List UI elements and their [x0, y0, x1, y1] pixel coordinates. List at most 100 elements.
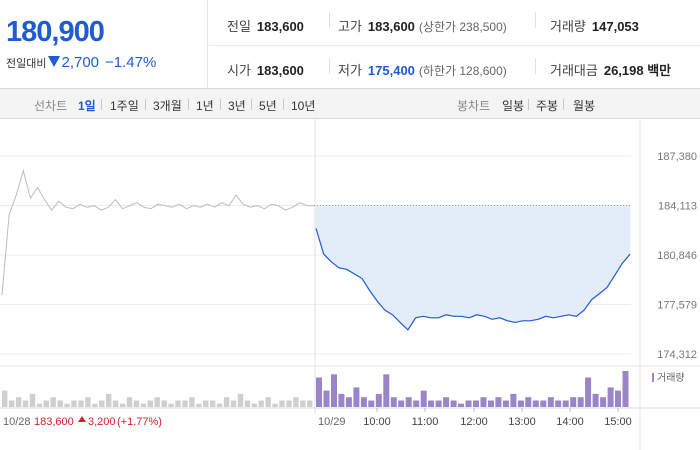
prev-close-stat: 전일 183,600 [227, 16, 304, 38]
change-percent: −1.47% [105, 54, 157, 71]
volume-bar [375, 393, 382, 407]
volume-bar [495, 397, 502, 407]
period-divider [563, 99, 564, 110]
low-stat: 저가 175,400 (하한가 128,600) [338, 60, 507, 82]
volume-bar [368, 400, 375, 407]
volume-bar [405, 397, 412, 407]
x-tick-label: 15:00 [604, 416, 632, 428]
stats-divider [209, 45, 700, 46]
x-tick-label: 14:00 [556, 416, 584, 428]
volume-value: 147,053 [591, 19, 639, 34]
volume-bar [517, 400, 524, 407]
volume-bar [307, 400, 313, 407]
volume-bar [293, 397, 299, 407]
volume-bar [502, 400, 509, 407]
stat-divider [329, 58, 330, 74]
volume-bar [525, 397, 532, 407]
volume-bar [106, 393, 112, 407]
volume-bar [182, 400, 188, 407]
period-1day-button[interactable]: 1일 [78, 99, 96, 113]
period-3year-button[interactable]: 3년 [228, 99, 246, 113]
chart-period-bar: 선차트 1일 1주일 3개월 1년 3년 5년 10년 봉차트 일봉 주봉 월봉 [0, 89, 700, 119]
volume-bar [258, 400, 264, 407]
period-1week-button[interactable]: 1주일 [110, 99, 139, 113]
volume-bar [99, 400, 105, 407]
x-axis-labels: 10:00 11:00 12:00 13:00 14:00 15:00 [363, 408, 632, 428]
volume-bar [64, 403, 70, 407]
volume-bar [540, 400, 547, 407]
monthly-candle-button[interactable]: 월봉 [573, 99, 596, 113]
volume-bar [119, 403, 126, 407]
volume-bar [265, 397, 271, 407]
today-line [315, 228, 631, 331]
stat-divider [535, 12, 536, 28]
volume-bar [300, 400, 306, 407]
volume-bar [22, 400, 29, 407]
low-label: 저가 [338, 63, 362, 78]
volume-legend-swatch [652, 373, 654, 382]
volume-bar [428, 400, 435, 407]
volume-label: 거래량 [550, 19, 586, 34]
prev-day-change-pct: (+1.77%) [117, 416, 162, 428]
volume-bar [161, 400, 167, 407]
current-price-box: 180,900 전일대비 2,700 −1.47% [0, 0, 208, 89]
stat-divider [535, 58, 536, 74]
period-divider [101, 99, 102, 110]
period-10year-button[interactable]: 10년 [291, 99, 316, 113]
volume-bar [600, 397, 607, 407]
volume-bar [473, 400, 479, 407]
prev-day-change: 3,200 [88, 416, 116, 428]
open-label: 시가 [227, 63, 251, 78]
volume-bar [458, 403, 464, 407]
volume-bar [510, 393, 517, 407]
period-divider [528, 99, 529, 110]
volume-bar [154, 397, 160, 407]
current-price: 180,900 [6, 16, 105, 48]
upper-limit: (상한가 238,500) [418, 20, 507, 34]
volume-bar [345, 397, 352, 407]
volume-bar [223, 397, 230, 407]
high-value: 183,600 [367, 19, 415, 34]
amount-value: 26,198 백만 [603, 63, 672, 78]
volume-bar [420, 390, 427, 407]
weekly-candle-button[interactable]: 주봉 [536, 99, 559, 113]
volume-bar [230, 400, 237, 407]
change-value: 2,700 [61, 54, 100, 71]
amount-stat: 거래대금 26,198 백만 [550, 60, 671, 82]
volume-bar [622, 371, 629, 407]
prev-day-date: 10/28 [3, 416, 31, 428]
volume-bar [29, 393, 36, 407]
period-1year-button[interactable]: 1년 [196, 99, 214, 113]
today-fill-area [316, 205, 630, 330]
volume-bar [465, 400, 472, 407]
volume-bar [615, 390, 621, 407]
volume-legend-label: 거래량 [657, 372, 685, 384]
daily-candle-button[interactable]: 일봉 [502, 99, 525, 113]
lower-limit: (하한가 128,600) [418, 64, 507, 78]
volume-bar [390, 397, 397, 407]
change-label: 전일대비 [6, 58, 47, 70]
period-5year-button[interactable]: 5년 [259, 99, 277, 113]
volume-bar [168, 403, 174, 407]
volume-bar [585, 377, 592, 407]
volume-bars-prev-day [2, 390, 313, 407]
volume-bar [147, 400, 153, 407]
x-tick-label: 11:00 [412, 416, 439, 428]
volume-bar [251, 403, 257, 407]
volume-bar [555, 400, 562, 407]
volume-bar [237, 393, 244, 407]
period-divider [145, 99, 146, 110]
volume-bar [450, 400, 457, 407]
volume-bar [435, 400, 442, 407]
volume-bar [547, 397, 554, 407]
volume-bar [443, 397, 450, 407]
x-tick-label: 12:00 [460, 416, 488, 428]
low-value: 175,400 [367, 63, 415, 78]
volume-bar [480, 397, 487, 407]
open-stat: 시가 183,600 [227, 60, 304, 82]
volume-bar [532, 400, 539, 407]
period-3month-button[interactable]: 3개월 [153, 99, 182, 113]
price-stats: 전일 183,600 고가 183,600 (상한가 238,500) 거래량 147,… [209, 0, 700, 89]
high-label: 고가 [338, 19, 362, 34]
volume-bar [133, 400, 140, 407]
